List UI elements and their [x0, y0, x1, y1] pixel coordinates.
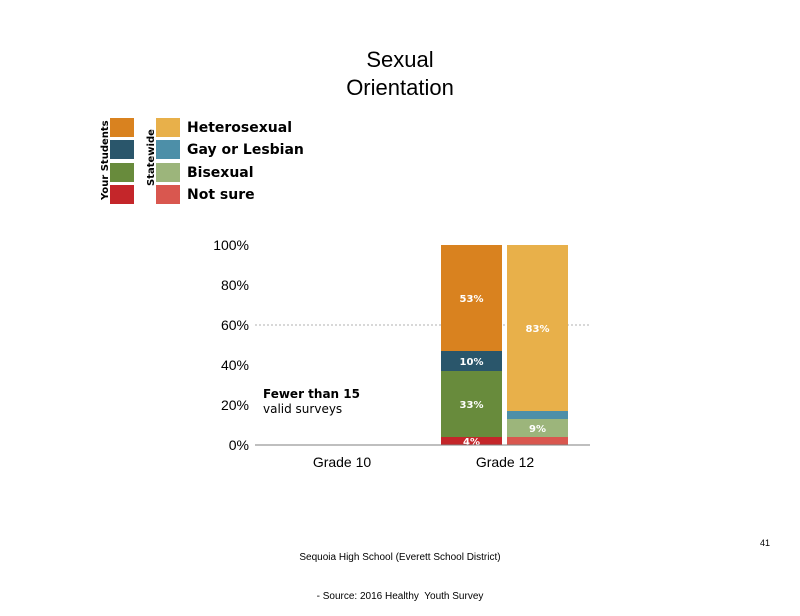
legend-your-heterosexual-swatch — [110, 118, 134, 137]
bar-segment-statewide-not-sure — [507, 437, 568, 445]
y-tick-label: 40% — [221, 357, 249, 373]
legend-label-not-sure: Not sure — [187, 187, 255, 203]
page-number: 41 — [760, 538, 771, 548]
y-tick-label: 60% — [221, 317, 249, 333]
legend-state-not-sure-swatch — [156, 185, 180, 204]
y-tick-label: 20% — [221, 397, 249, 413]
title-line-1: Sexual — [366, 47, 434, 72]
legend-state-gay-lesbian-swatch — [156, 140, 180, 159]
y-tick-label: 0% — [229, 437, 249, 453]
footer: Sequoia High School (Everett School Dist… — [0, 525, 800, 616]
data-label: 9% — [529, 424, 546, 435]
bar-segment-your-students-gay-or-lesbian — [441, 351, 502, 371]
chart-title: Sexual Orientation — [0, 46, 800, 102]
data-label: 53% — [460, 294, 484, 305]
legend-your-bisexual-swatch — [110, 163, 134, 182]
footer-source: - Source: 2016 Healthy Youth Survey — [316, 591, 484, 602]
title-line-2: Orientation — [346, 75, 454, 100]
bar-segment-statewide-heterosexual — [507, 245, 568, 411]
grade-10-annotation: valid surveys — [263, 402, 342, 416]
grade-10-annotation: Fewer than 15 — [263, 387, 360, 401]
legend-state-bisexual-swatch — [156, 163, 180, 182]
data-label: 83% — [526, 324, 550, 335]
footer-school: Sequoia High School (Everett School Dist… — [299, 552, 501, 563]
legend-state-heterosexual-swatch — [156, 118, 180, 137]
bar-segment-your-students-bisexual — [441, 371, 502, 437]
data-label: 4% — [463, 437, 480, 448]
stacked-bar-chart: 0% 20% 40% 60% 80% 100% 4% 33% 10% 53% 9% 83% Grade … — [213, 237, 590, 470]
legend-your-gay-lesbian-swatch — [110, 140, 134, 159]
x-category-label: Grade 12 — [476, 454, 535, 470]
legend-label-gay-lesbian: Gay or Lesbian — [187, 142, 304, 158]
legend-label-heterosexual: Heterosexual — [187, 120, 292, 136]
x-category-label: Grade 10 — [313, 454, 372, 470]
data-label: 33% — [460, 400, 484, 411]
y-tick-label: 80% — [221, 277, 249, 293]
bar-segment-your-students-not-sure — [441, 437, 502, 445]
bar-segment-statewide-gay-or-lesbian — [507, 411, 568, 419]
y-tick-label: 100% — [213, 237, 249, 253]
bar-segment-your-students-heterosexual — [441, 245, 502, 351]
bar-segment-statewide-bisexual — [507, 419, 568, 437]
legend-your-not-sure-swatch — [110, 185, 134, 204]
legend-label-bisexual: Bisexual — [187, 165, 254, 181]
data-label: 10% — [460, 357, 484, 368]
